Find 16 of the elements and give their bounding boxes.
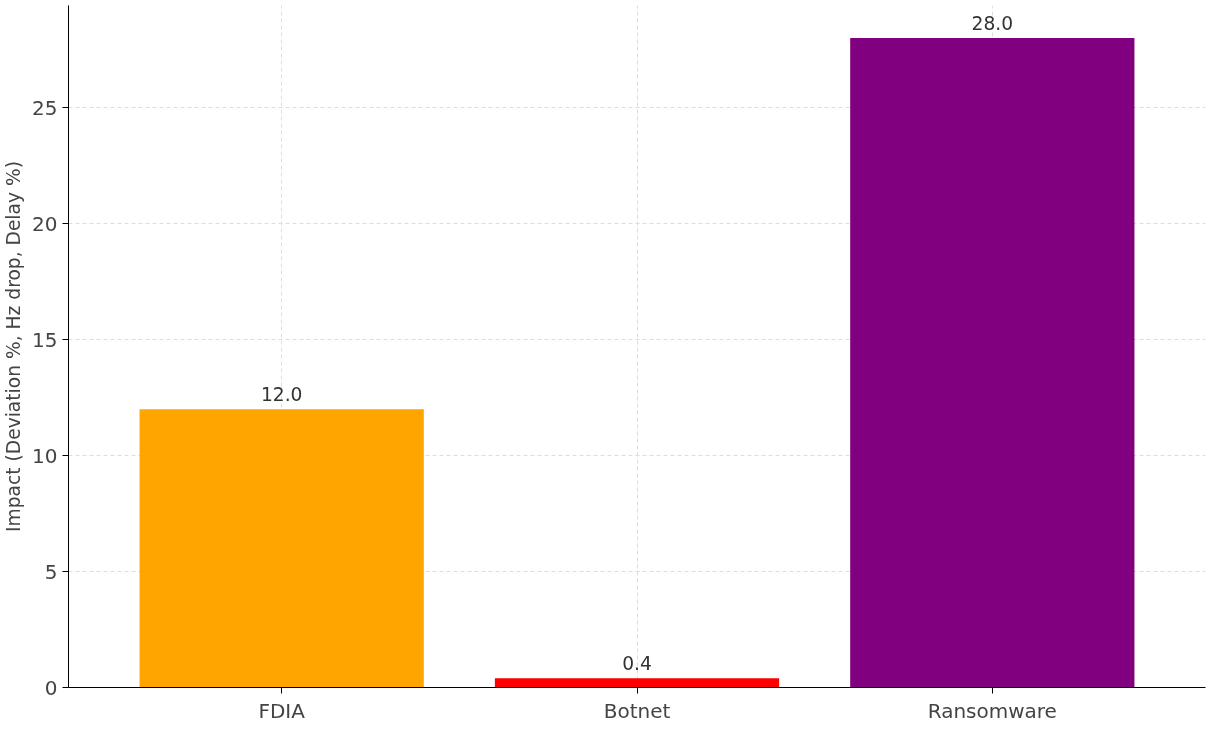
- y-tick-label: 0: [44, 675, 58, 700]
- y-tick-label: 15: [32, 327, 58, 352]
- y-tick-label: 25: [32, 95, 58, 120]
- x-tick-label: FDIA: [258, 698, 306, 723]
- data-label: 0.4: [622, 653, 652, 675]
- data-label: 28.0: [971, 12, 1014, 34]
- y-axis-title: Impact (Deviation %, Hz drop, Delay %): [3, 161, 25, 532]
- y-tick-label: 20: [32, 211, 58, 236]
- bar: [494, 678, 780, 688]
- bar: [850, 37, 1135, 688]
- y-tick-label: 10: [32, 443, 58, 468]
- y-tick-label: 5: [44, 559, 58, 584]
- data-label: 12.0: [260, 384, 303, 406]
- bar: [139, 409, 424, 688]
- x-tick-label: Ransomware: [927, 698, 1057, 723]
- x-tick-label: Botnet: [603, 698, 671, 723]
